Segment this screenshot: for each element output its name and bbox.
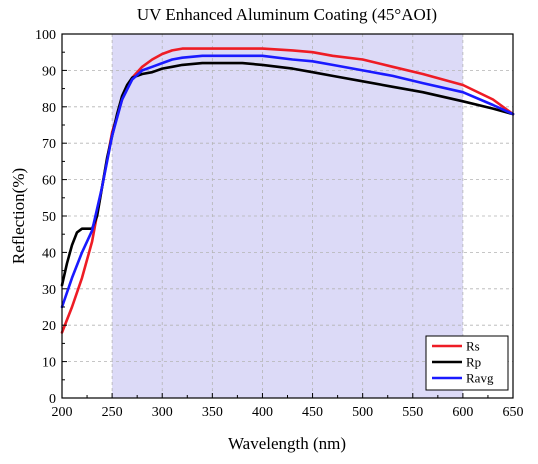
legend-label-ravg: Ravg xyxy=(466,371,494,386)
series-layer xyxy=(60,47,515,334)
x-tick-label: 250 xyxy=(102,405,123,420)
x-tick-label: 650 xyxy=(503,405,524,420)
grid-lines xyxy=(62,34,513,398)
y-tick-label: 90 xyxy=(42,64,56,79)
y-tick-label: 70 xyxy=(42,137,56,152)
y-tick-label: 40 xyxy=(42,246,56,261)
y-tick-label: 50 xyxy=(42,210,56,225)
y-tick-label: 100 xyxy=(35,28,56,43)
y-tick-label: 10 xyxy=(42,356,56,371)
y-tick-label: 60 xyxy=(42,174,56,189)
x-tick-label: 500 xyxy=(352,405,373,420)
series-line-rp xyxy=(60,61,515,287)
legend-label-rs: Rs xyxy=(466,339,480,354)
series-line-ravg xyxy=(60,54,515,309)
y-tick-label: 80 xyxy=(42,101,56,116)
axis-ticks: 200 250 300 350 400 450 500 550 600 650 0 10 20 30 40 5… xyxy=(35,28,524,420)
y-tick-label: 20 xyxy=(42,319,56,334)
y-tick-label: 30 xyxy=(42,283,56,298)
x-tick-label: 550 xyxy=(402,405,423,420)
legend-label-rp: Rp xyxy=(466,355,481,370)
y-tick-label: 0 xyxy=(49,392,56,407)
y-axis-title: Reflection(%) xyxy=(9,168,28,264)
chart-title: UV Enhanced Aluminum Coating (45°AOI) xyxy=(137,5,437,24)
x-tick-label: 450 xyxy=(302,405,323,420)
x-tick-label: 200 xyxy=(52,405,73,420)
x-axis-title: Wavelength (nm) xyxy=(228,434,346,453)
x-tick-label: 350 xyxy=(202,405,223,420)
x-tick-label: 400 xyxy=(252,405,273,420)
x-tick-label: 600 xyxy=(452,405,473,420)
x-tick-label: 300 xyxy=(152,405,173,420)
